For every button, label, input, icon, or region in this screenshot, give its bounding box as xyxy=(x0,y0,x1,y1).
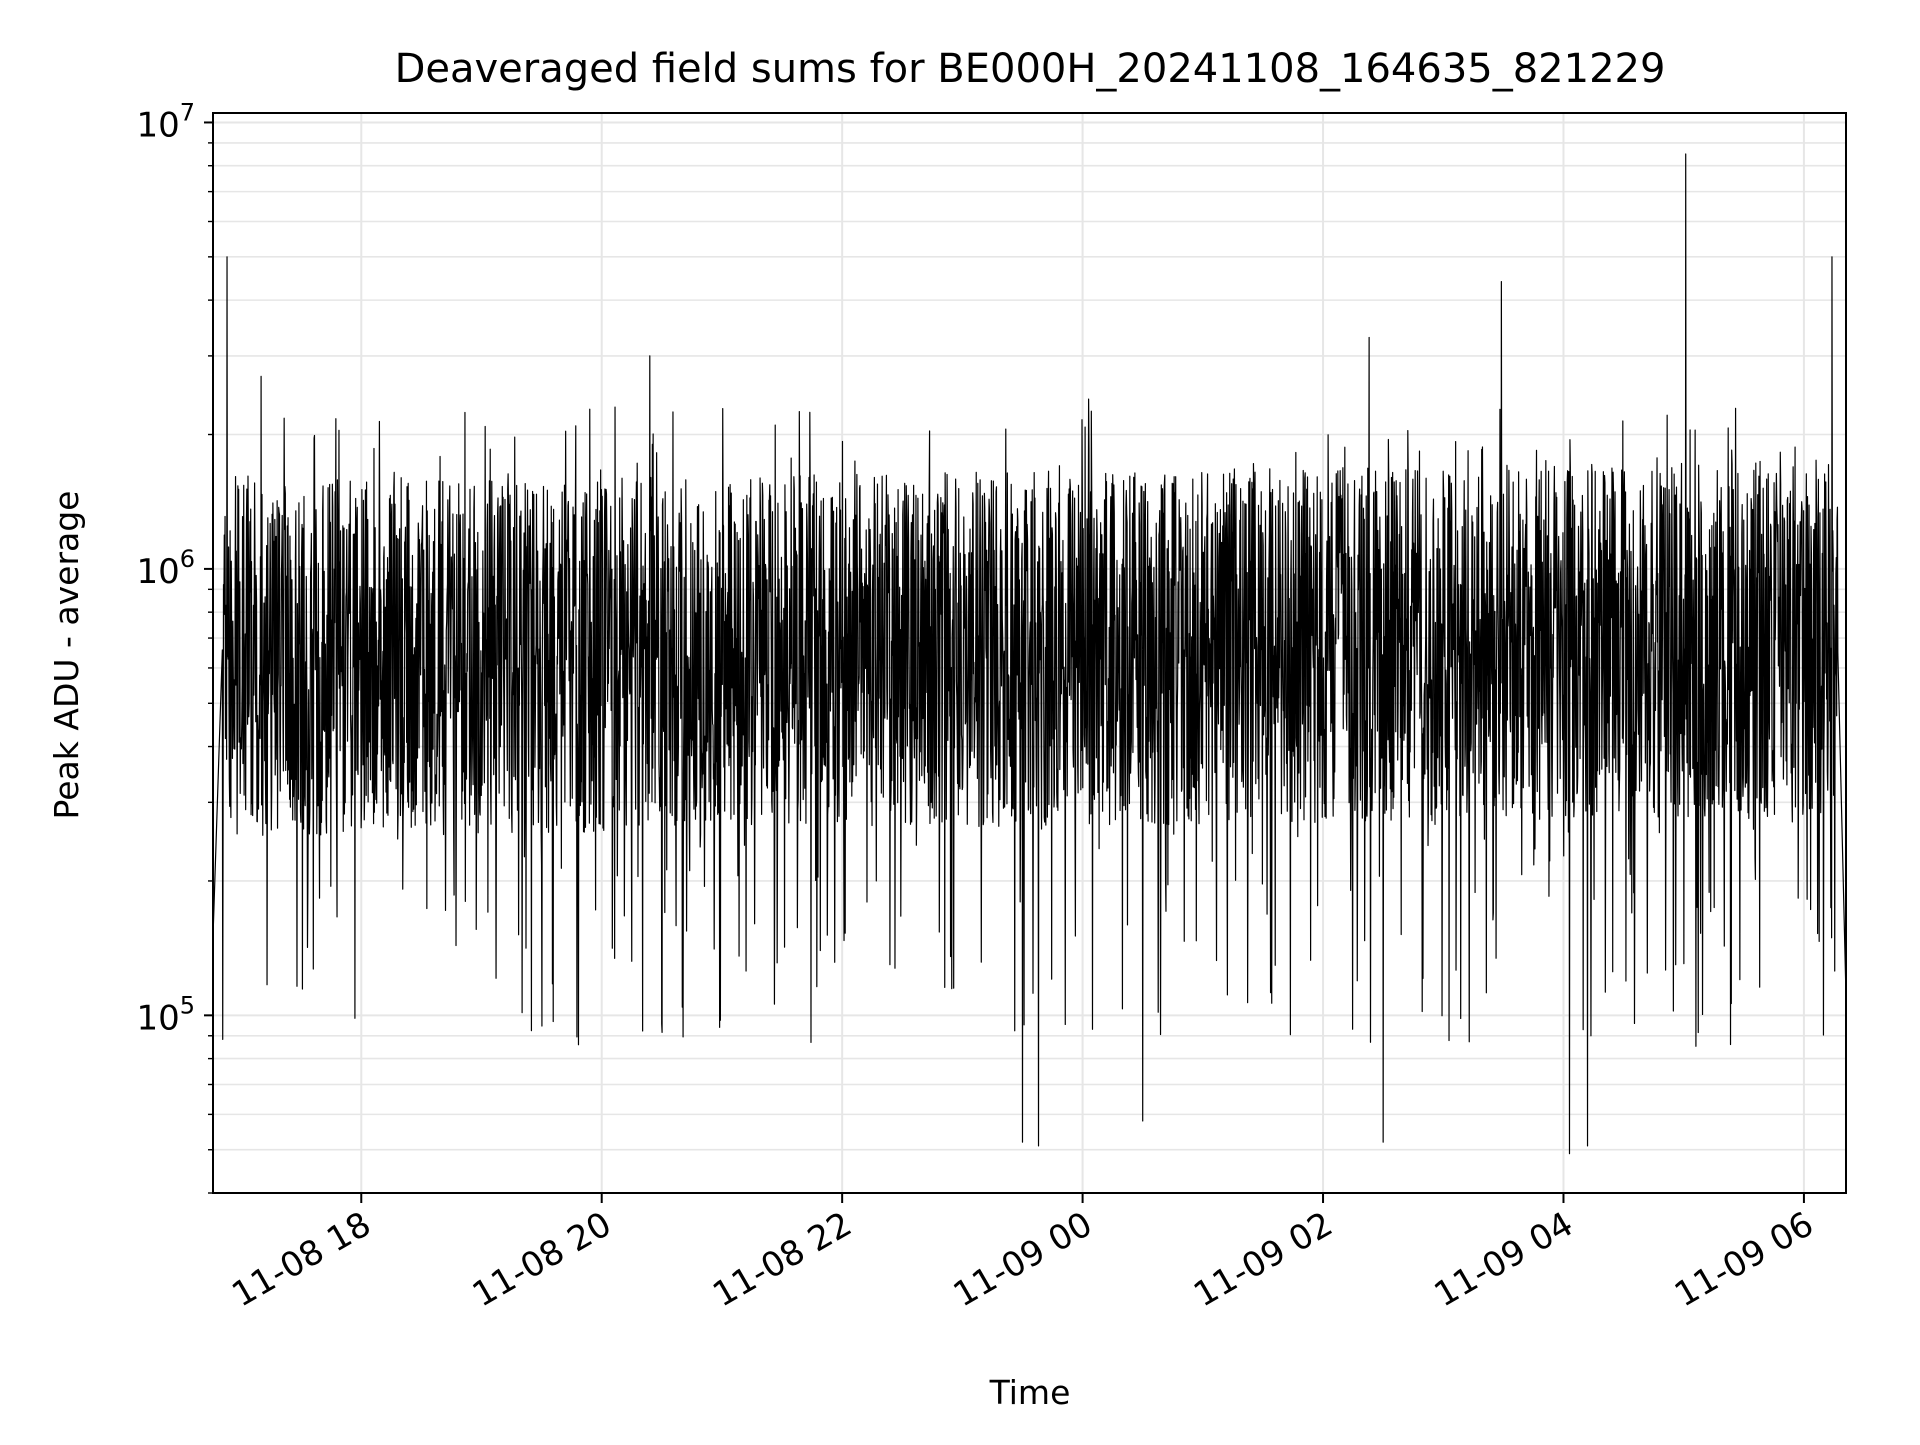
y-tick-label: 107 xyxy=(136,98,195,145)
series-line xyxy=(212,153,1847,1155)
axes-frame xyxy=(212,112,1847,1194)
x-axis-label: Time xyxy=(989,1373,1071,1412)
y-tick-label: 105 xyxy=(136,991,195,1038)
y-axis-label: Peak ADU - average xyxy=(47,491,86,820)
plot-layer xyxy=(212,153,1847,1155)
y-tick-label: 106 xyxy=(136,545,195,592)
chart-title: Deaveraged field sums for BE000H_2024110… xyxy=(395,46,1666,92)
